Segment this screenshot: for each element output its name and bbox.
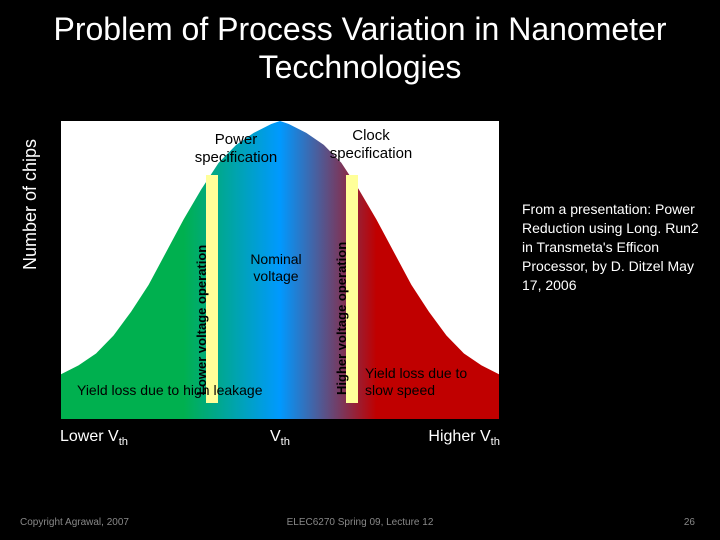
- yield-loss-leakage-label: Yield loss due to high leakage: [77, 382, 263, 399]
- distribution-chart: Power specification Clock specification …: [60, 120, 500, 420]
- yield-loss-speed-label: Yield loss due to slow speed: [365, 365, 499, 399]
- copyright-text: Copyright Agrawal, 2007: [20, 517, 129, 528]
- power-spec-label: Power specification: [181, 131, 291, 167]
- lower-voltage-label: Lower voltage operation: [194, 245, 209, 395]
- source-attribution: From a presentation: Power Reduction usi…: [522, 200, 702, 294]
- y-axis-label: Number of chips: [20, 139, 41, 270]
- x-axis-ticks: Lower Vth Vth Higher Vth: [60, 428, 500, 448]
- slide-title: Problem of Process Variation in Nanomete…: [0, 0, 720, 87]
- lecture-text: ELEC6270 Spring 09, Lecture 12: [287, 517, 434, 528]
- higher-voltage-label: Higher voltage operation: [334, 242, 349, 395]
- x-tick-left: Lower Vth: [60, 428, 180, 448]
- x-tick-right: Higher Vth: [380, 428, 500, 448]
- clock-spec-label: Clock specification: [316, 127, 426, 163]
- x-tick-mid: Vth: [220, 428, 340, 448]
- page-number: 26: [684, 517, 695, 528]
- nominal-voltage-label: Nominal voltage: [236, 251, 316, 285]
